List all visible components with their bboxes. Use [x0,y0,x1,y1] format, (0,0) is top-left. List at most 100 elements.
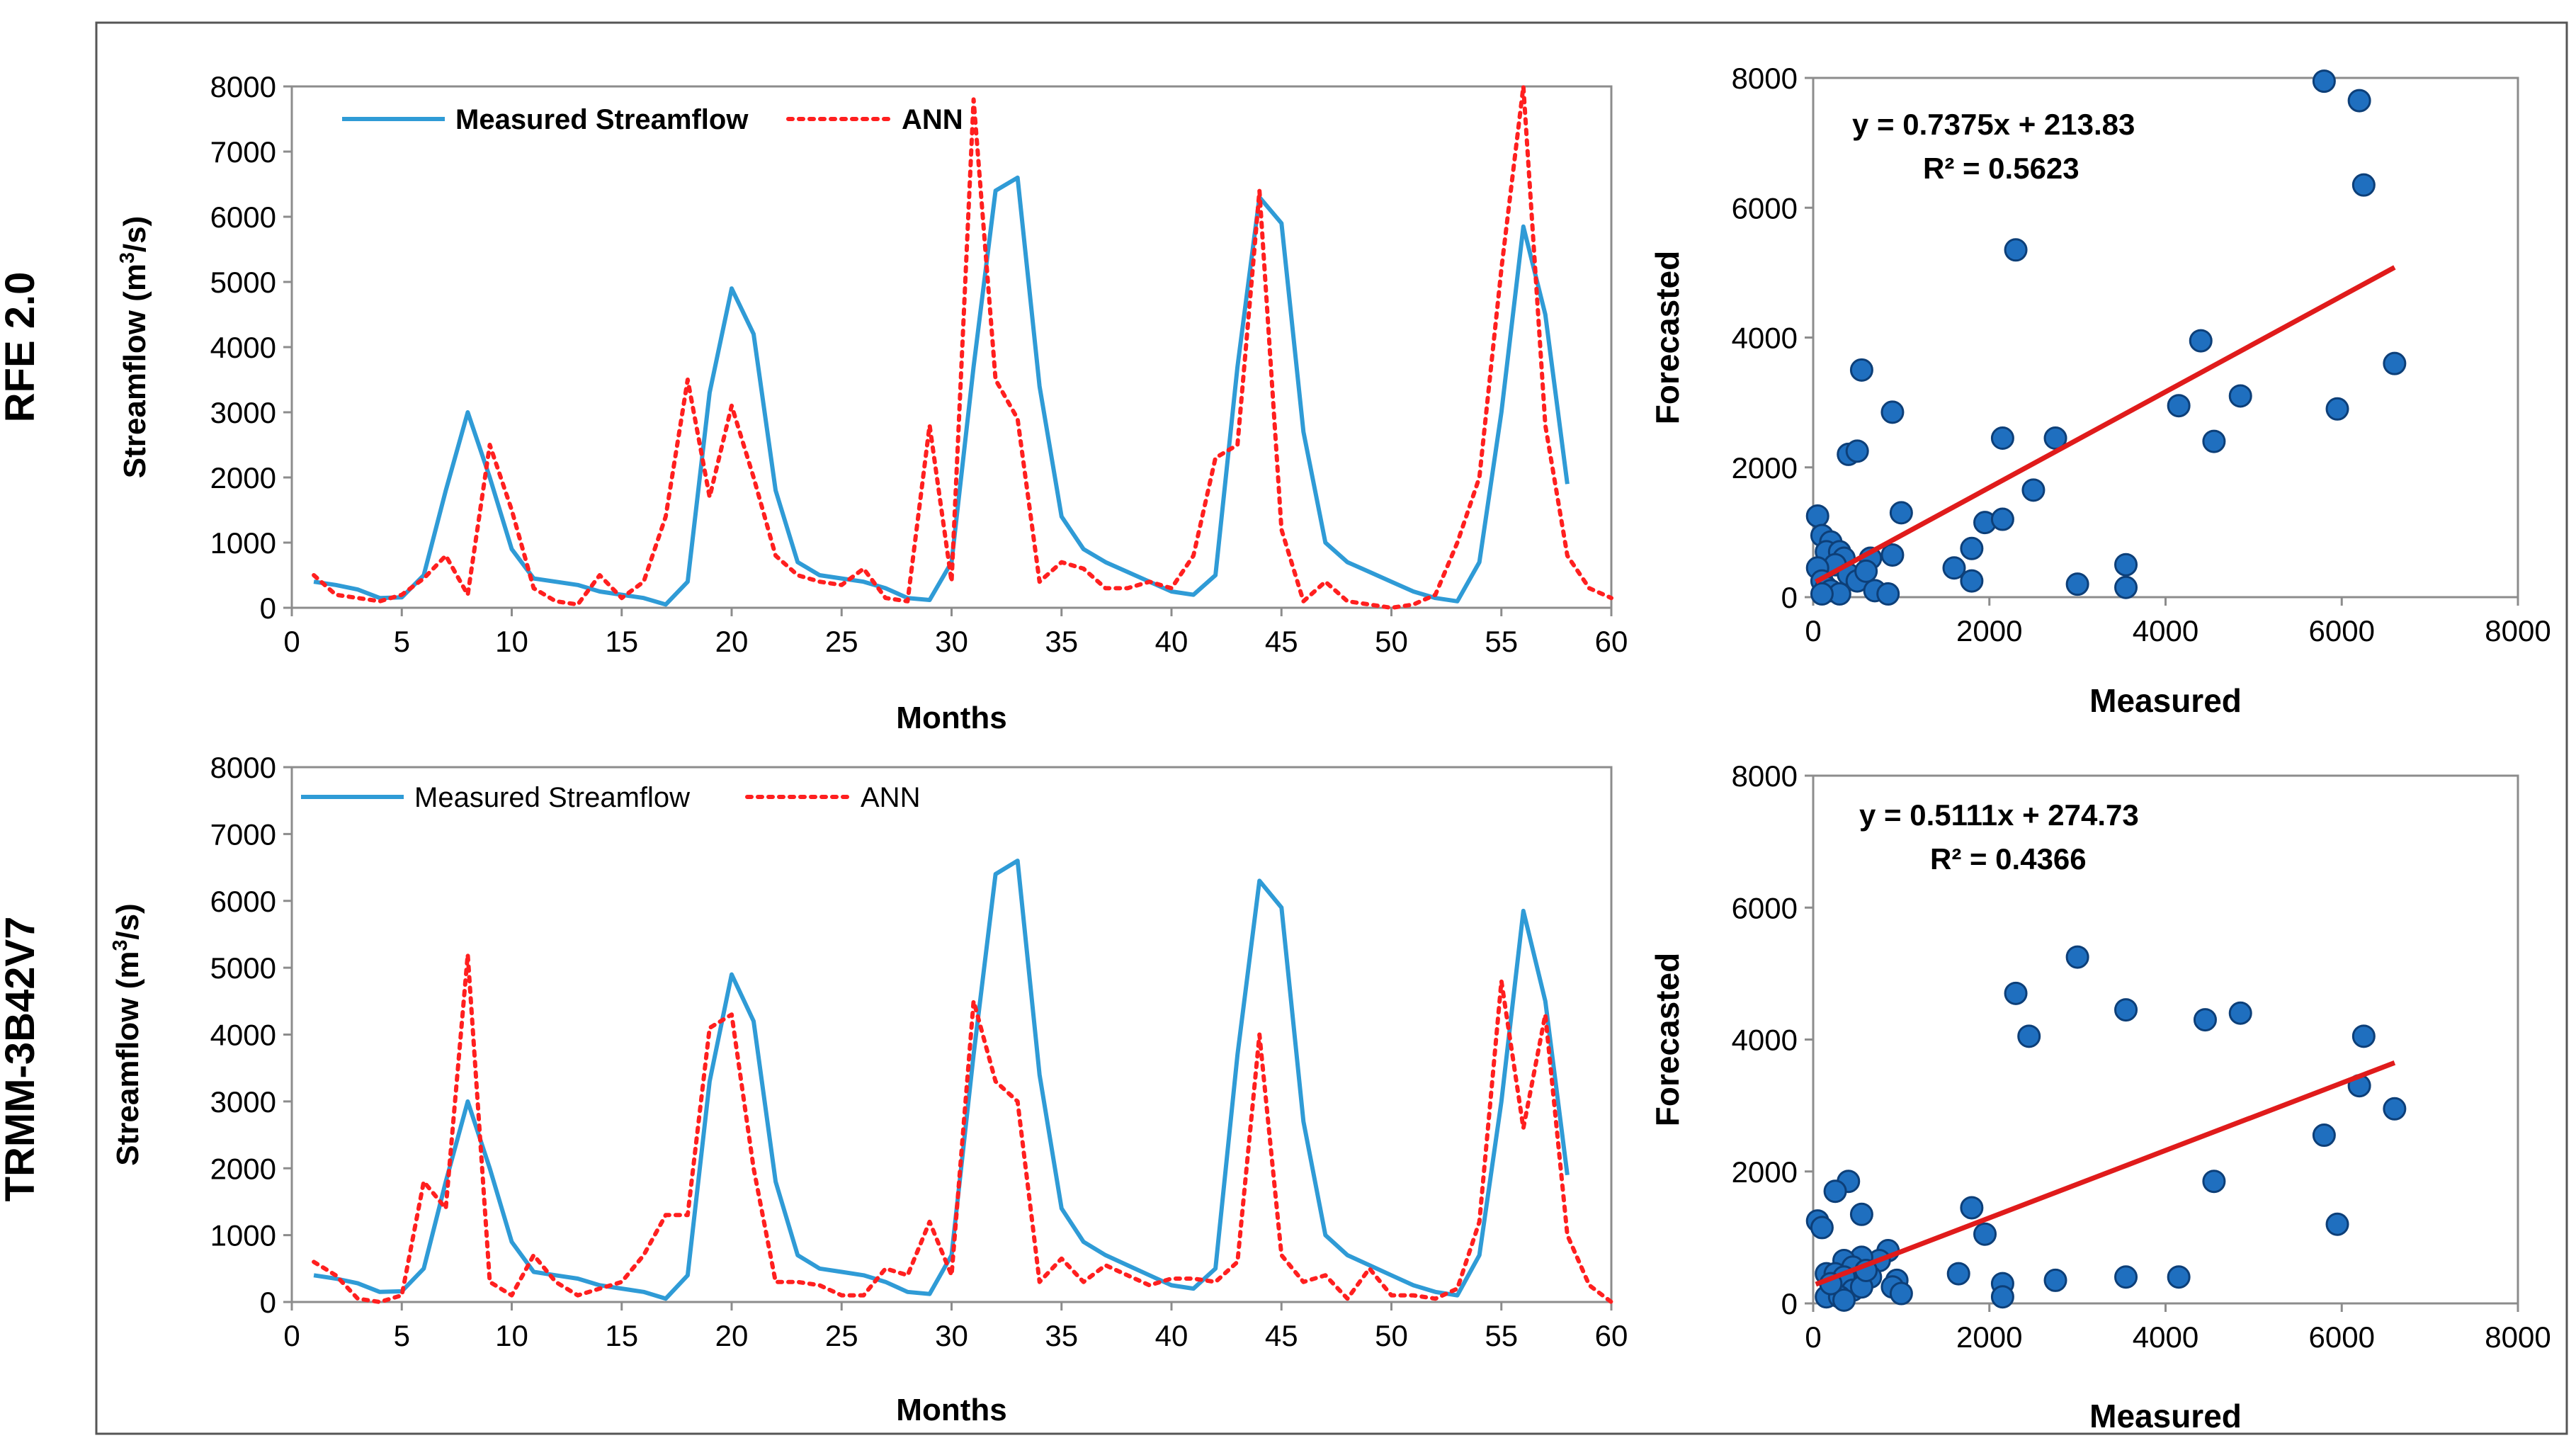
x-tick-label: 5 [394,1319,410,1352]
x-tick-label: 60 [1595,1319,1628,1352]
y-tick-label: 2000 [1732,1155,1798,1189]
y-axis-title-sup: 3 [109,940,132,951]
y-axis-title-sup: 3 [116,252,139,264]
x-tick-label: 10 [495,625,528,658]
scatter-point [2189,329,2213,353]
row-label-rfe: RFE 2.0 [0,272,43,423]
scatter-point [2325,1212,2349,1236]
scatter-point [2325,397,2349,421]
x-tick-label: 35 [1045,625,1078,658]
ann-line [312,84,1613,610]
scatter-point [2065,945,2089,969]
y-tick-label: 5000 [210,951,276,985]
y-tick-label: 6000 [210,200,276,234]
scatter-point [2228,1001,2252,1025]
regression-equation: y = 0.5111x + 274.73 [1859,798,2139,832]
scatter-point [2347,89,2371,113]
legend-label-measured: Measured Streamflow [414,782,690,813]
scatter-point [1805,504,1829,528]
x-tick-label: 20 [715,625,749,658]
x-tick-label: 10 [495,1319,528,1352]
x-tick-label: 45 [1265,1319,1298,1352]
r-squared-label: R² = 0.4366 [1930,842,2087,876]
legend-gap-mask [749,772,790,786]
x-tick-label: 35 [1045,1319,1078,1352]
x-tick-label: 4000 [2133,614,2198,647]
row-label-trmm: TRMM-3B42V7 [0,917,43,1202]
scatter-point [1946,1262,1970,1286]
y-tick-label: 8000 [210,751,276,784]
x-tick-label: 4000 [2133,1320,2198,1354]
scatter-point [2167,394,2191,418]
x-tick-label: 2000 [1956,614,2022,647]
scatter-point [2383,1097,2407,1121]
y-tick-label: 2000 [1732,451,1798,485]
x-tick-label: 5 [394,625,410,658]
y-tick-label: 5000 [210,266,276,299]
y-tick-label: 8000 [1732,62,1798,95]
scatter-point [1832,1288,1856,1312]
scatter-point [1810,1216,1834,1240]
x-tick-label: 15 [605,625,638,658]
y-tick-label: 0 [260,591,276,625]
y-tick-label: 8000 [1732,759,1798,793]
scatter-point [1849,358,1873,382]
x-tick-label: 50 [1375,1319,1408,1352]
regression-equation: y = 0.7375x + 213.83 [1852,108,2135,141]
scatter-point [1990,426,2014,451]
scatter-point [2351,1024,2376,1048]
scatter-point [1960,569,1984,593]
y-tick-label: 4000 [210,1019,276,1052]
timeseries-chart-trmm: 0 1000 2000 3000 4000 5000 6000 7000 8000 0 5 10 15 2… [109,751,1628,1427]
x-tick-label: 8000 [2485,614,2551,647]
x-tick-label: 45 [1265,625,1298,658]
scatter-point [2193,1008,2217,1032]
y-tick-label: 0 [1781,1287,1798,1320]
y-axis-title-tail: /s) [118,216,152,252]
legend-label-ann: ANN [861,782,920,813]
scatter-point [1960,1196,1984,1220]
y-tick-label: 8000 [210,70,276,103]
ann-line [312,952,1613,1304]
y-axis-title-base: Streamflow (m [118,264,152,478]
y-tick-label: 4000 [210,331,276,364]
x-tick-label: 15 [605,1319,638,1352]
y-tick-label: 3000 [210,396,276,429]
x-tick-label: 0 [1805,614,1821,647]
x-tick-label: 40 [1155,625,1188,658]
y-tick-label: 3000 [210,1085,276,1119]
x-tick-label: 25 [825,625,858,658]
x-axis-title: Measured [2089,1398,2242,1434]
x-tick-label: 0 [283,1319,300,1352]
x-tick-label: 25 [825,1319,858,1352]
x-tick-label: 6000 [2309,614,2375,647]
x-axis-title: Months [896,701,1006,735]
scatter-chart-trmm: 0 2000 4000 6000 8000 0 2000 4000 6000 8000 Measur… [1649,759,2551,1434]
x-axis-title: Measured [2089,682,2242,719]
scatter-point [2312,69,2336,94]
scatter-point [1854,559,1878,583]
y-tick-label: 0 [260,1286,276,1319]
r-squared-label: R² = 0.5623 [1923,152,2079,185]
y-axis-title: Forecasted [1649,251,1686,424]
x-tick-label: 20 [715,1319,749,1352]
scatter-point [1849,1202,1873,1226]
measured-streamflow-line [313,175,1570,607]
scatter-point [2202,1170,2226,1194]
x-axis-title: Months [896,1393,1006,1427]
x-tick-label: 30 [935,1319,968,1352]
y-axis-title-tail: /s) [110,903,145,939]
scatter-point [2351,173,2376,197]
scatter-point [2114,575,2138,599]
scatter-point [1990,507,2014,531]
scatter-point [1889,1281,1913,1306]
x-tick-label: 0 [283,625,300,658]
scatter-point [2114,998,2138,1022]
y-axis-title: Streamflow (m3/s) [109,903,145,1165]
scatter-point [2021,478,2046,502]
scatter-point [1973,1222,1997,1246]
x-tick-label: 30 [935,625,968,658]
y-axis-title: Streamflow (m3/s) [116,216,152,478]
y-tick-label: 2000 [210,461,276,494]
x-tick-label: 40 [1155,1319,1188,1352]
